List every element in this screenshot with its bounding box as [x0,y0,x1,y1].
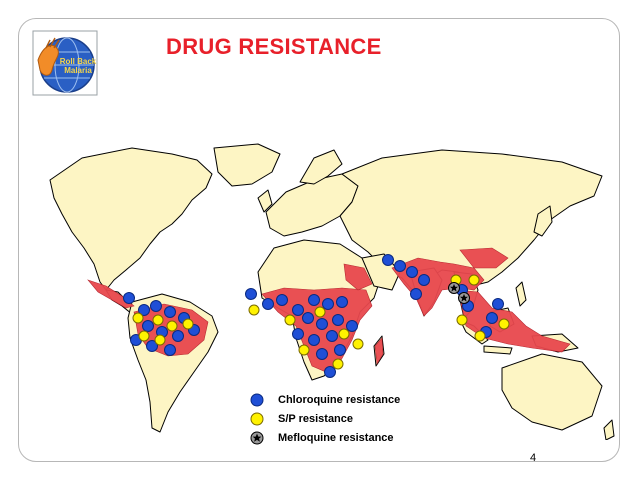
star-circle-icon [250,431,264,445]
sp-marker [456,314,468,326]
zone-central-america [87,279,135,309]
new-zealand [603,419,615,440]
legend-label-chloroquine: Chloroquine resistance [278,394,401,406]
chloroquine-marker [332,314,344,326]
greenland [213,143,281,187]
yellow-circle-icon [250,412,264,426]
chloroquine-marker [316,318,328,330]
chloroquine-marker [164,344,176,356]
chloroquine-marker [308,334,320,346]
australia [501,353,603,431]
blue-circle-icon [250,393,264,407]
chloroquine-marker [146,340,158,352]
sp-marker [152,314,164,326]
chloroquine-marker [123,292,135,304]
chloroquine-marker [164,306,176,318]
chloroquine-marker [324,366,336,378]
indonesia-java [483,345,513,355]
sp-marker [154,334,166,346]
chloroquine-marker [326,330,338,342]
mefloquine-markers [448,282,470,304]
chloroquine-marker [302,312,314,324]
logo-text-malaria: Malaria [64,66,92,75]
chloroquine-marker [334,344,346,356]
zone-southeast-asia [457,289,571,353]
zone-north-africa [343,263,373,291]
chloroquine-marker [316,348,328,360]
chloroquine-marker [406,266,418,278]
chloroquine-marker [382,254,394,266]
japan [533,205,553,237]
roll-back-malaria-logo: Roll Back Malaria [32,30,98,96]
legend-label-sp: S/P resistance [278,413,354,425]
sp-marker [468,274,480,286]
chloroquine-marker [142,320,154,332]
chloroquine-marker [486,312,498,324]
chloroquine-marker [410,288,422,300]
sp-marker [284,314,296,326]
mefloquine-marker [458,292,470,304]
chloroquine-marker [245,288,257,300]
chloroquine-marker [336,296,348,308]
zone-china [459,247,509,269]
sp-marker [138,330,150,342]
sp-markers [132,274,510,370]
philippines [515,281,527,307]
page-number: 4 [530,452,537,464]
sp-marker [498,318,510,330]
sp-marker [474,330,486,342]
sp-marker [166,320,178,332]
chloroquine-marker [292,328,304,340]
chloroquine-marker [322,298,334,310]
mefloquine-marker [448,282,460,294]
sp-marker [132,312,144,324]
chloroquine-marker [150,300,162,312]
chloroquine-marker [308,294,320,306]
chloroquine-marker [394,260,406,272]
legend-label-mefloquine: Mefloquine resistance [278,432,394,444]
chloroquine-marker [138,304,150,316]
sp-marker [182,318,194,330]
chloroquine-marker [346,320,358,332]
chloroquine-markers [123,254,504,378]
logo-text-roll-back: Roll Back [60,57,97,66]
british-isles [257,189,273,213]
sp-marker [352,338,364,350]
sp-marker [248,304,260,316]
chloroquine-marker [492,298,504,310]
zone-madagascar [374,337,384,365]
north-america [49,147,213,291]
sp-marker [332,358,344,370]
sp-marker [314,306,326,318]
chloroquine-marker [292,304,304,316]
sp-marker [338,328,350,340]
chloroquine-marker [172,330,184,342]
world-map [49,143,615,440]
chloroquine-marker [276,294,288,306]
page-title: DRUG RESISTANCE [166,34,382,59]
scandinavia [299,149,343,185]
chloroquine-marker [418,274,430,286]
sp-marker [298,344,310,356]
chloroquine-marker [262,298,274,310]
